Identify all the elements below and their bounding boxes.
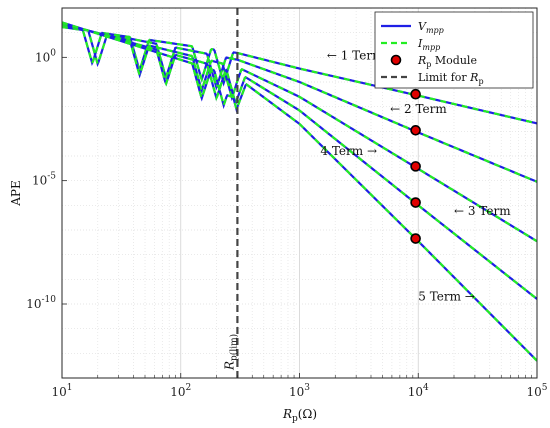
x-axis-label-sub: p — [292, 414, 298, 424]
legend-box — [374, 11, 534, 89]
legend-label-rp: Rp Module — [417, 54, 477, 69]
rp-module-point — [410, 233, 421, 244]
series-label: 4 Term → — [320, 144, 377, 158]
x-tick-label: 104 — [408, 383, 429, 399]
x-axis-label-main: R — [282, 407, 292, 421]
rp-module-points — [410, 88, 421, 244]
x-axis-label-unit: (Ω) — [298, 407, 317, 421]
legend-label-vmpp: Vmpp — [418, 20, 444, 35]
series-impp-3 — [62, 23, 537, 243]
series-label: ← 3 Term — [454, 204, 511, 218]
legend: Vmpp Impp Rp Module Limit for Rp — [374, 11, 534, 89]
annotations: ← 1 Term ← 2 Term ← 3 Term 4 Term → 5 Term → — [320, 48, 511, 303]
series-impp-5 — [62, 21, 537, 362]
series-group — [62, 21, 537, 362]
rp-module-point — [410, 197, 421, 208]
x-tick-label: 102 — [170, 383, 191, 399]
y-tick-label: 10-5 — [32, 172, 56, 188]
x-tick-label: 105 — [526, 383, 547, 399]
series-impp-4 — [62, 22, 537, 300]
y-axis-label: APE — [9, 180, 23, 207]
x-axis-label: Rp(Ω) — [282, 407, 317, 424]
x-tick-label: 101 — [51, 383, 72, 399]
limit-line-label: Rp(lim) — [222, 334, 239, 371]
series-label: ← 1 Term — [327, 48, 384, 62]
series-impp-2 — [62, 24, 537, 183]
series-impp-1 — [62, 25, 537, 125]
series-label: 5 Term → — [418, 290, 475, 304]
x-tick-label: 103 — [289, 383, 310, 399]
series-label: ← 2 Term — [390, 102, 447, 116]
legend-label-impp: Impp — [417, 37, 440, 52]
legend-label-limit: Limit for Rp — [418, 71, 484, 86]
axis-ticks: 101 102 103 104 105 100 10-5 10-10 — [26, 48, 548, 399]
y-tick-label: 10-10 — [26, 295, 56, 311]
rp-module-point — [410, 88, 421, 100]
legend-swatch-rp — [390, 54, 402, 66]
y-tick-label: 100 — [35, 48, 56, 64]
rp-module-point — [410, 125, 421, 136]
limit-line-group: Rp(lim) — [222, 8, 239, 378]
rp-module-point — [410, 161, 421, 172]
